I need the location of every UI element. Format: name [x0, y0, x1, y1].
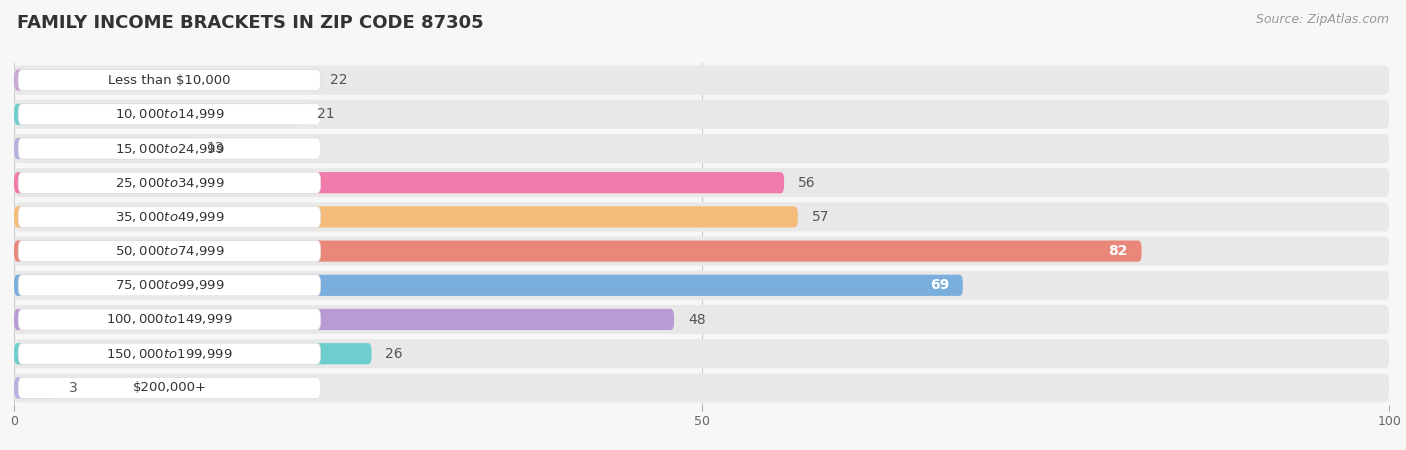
Text: $50,000 to $74,999: $50,000 to $74,999: [115, 244, 225, 258]
FancyBboxPatch shape: [14, 274, 963, 296]
Text: 22: 22: [330, 73, 347, 87]
FancyBboxPatch shape: [14, 206, 797, 228]
FancyBboxPatch shape: [14, 202, 1389, 231]
FancyBboxPatch shape: [14, 305, 1389, 334]
Text: $10,000 to $14,999: $10,000 to $14,999: [115, 107, 225, 122]
FancyBboxPatch shape: [14, 377, 55, 399]
FancyBboxPatch shape: [18, 343, 321, 364]
Text: 69: 69: [929, 278, 949, 293]
FancyBboxPatch shape: [14, 168, 1389, 197]
FancyBboxPatch shape: [14, 104, 302, 125]
Text: $150,000 to $199,999: $150,000 to $199,999: [107, 346, 233, 361]
FancyBboxPatch shape: [14, 309, 673, 330]
FancyBboxPatch shape: [14, 271, 1389, 300]
FancyBboxPatch shape: [14, 339, 1389, 368]
Text: Source: ZipAtlas.com: Source: ZipAtlas.com: [1256, 14, 1389, 27]
FancyBboxPatch shape: [14, 374, 1389, 402]
FancyBboxPatch shape: [18, 274, 321, 296]
FancyBboxPatch shape: [14, 100, 1389, 129]
FancyBboxPatch shape: [14, 134, 1389, 163]
FancyBboxPatch shape: [18, 309, 321, 330]
FancyBboxPatch shape: [18, 377, 321, 399]
Text: Less than $10,000: Less than $10,000: [108, 74, 231, 86]
FancyBboxPatch shape: [14, 66, 1389, 94]
Text: 26: 26: [385, 346, 404, 361]
Text: 13: 13: [207, 141, 224, 156]
Text: $200,000+: $200,000+: [132, 382, 207, 394]
Text: FAMILY INCOME BRACKETS IN ZIP CODE 87305: FAMILY INCOME BRACKETS IN ZIP CODE 87305: [17, 14, 484, 32]
FancyBboxPatch shape: [18, 172, 321, 194]
Text: $75,000 to $99,999: $75,000 to $99,999: [115, 278, 225, 293]
Text: 82: 82: [1108, 244, 1128, 258]
Text: $100,000 to $149,999: $100,000 to $149,999: [107, 312, 233, 327]
Text: 21: 21: [316, 107, 335, 122]
FancyBboxPatch shape: [14, 69, 316, 91]
Text: 48: 48: [688, 312, 706, 327]
FancyBboxPatch shape: [14, 343, 371, 364]
Text: $15,000 to $24,999: $15,000 to $24,999: [115, 141, 225, 156]
FancyBboxPatch shape: [18, 138, 321, 159]
FancyBboxPatch shape: [14, 138, 193, 159]
FancyBboxPatch shape: [18, 104, 321, 125]
Text: 57: 57: [811, 210, 830, 224]
FancyBboxPatch shape: [18, 206, 321, 228]
FancyBboxPatch shape: [14, 237, 1389, 266]
Text: $25,000 to $34,999: $25,000 to $34,999: [115, 176, 225, 190]
Text: 56: 56: [797, 176, 815, 190]
FancyBboxPatch shape: [18, 69, 321, 91]
Text: 3: 3: [69, 381, 77, 395]
FancyBboxPatch shape: [18, 240, 321, 262]
Text: $35,000 to $49,999: $35,000 to $49,999: [115, 210, 225, 224]
FancyBboxPatch shape: [14, 240, 1142, 262]
FancyBboxPatch shape: [14, 172, 785, 194]
